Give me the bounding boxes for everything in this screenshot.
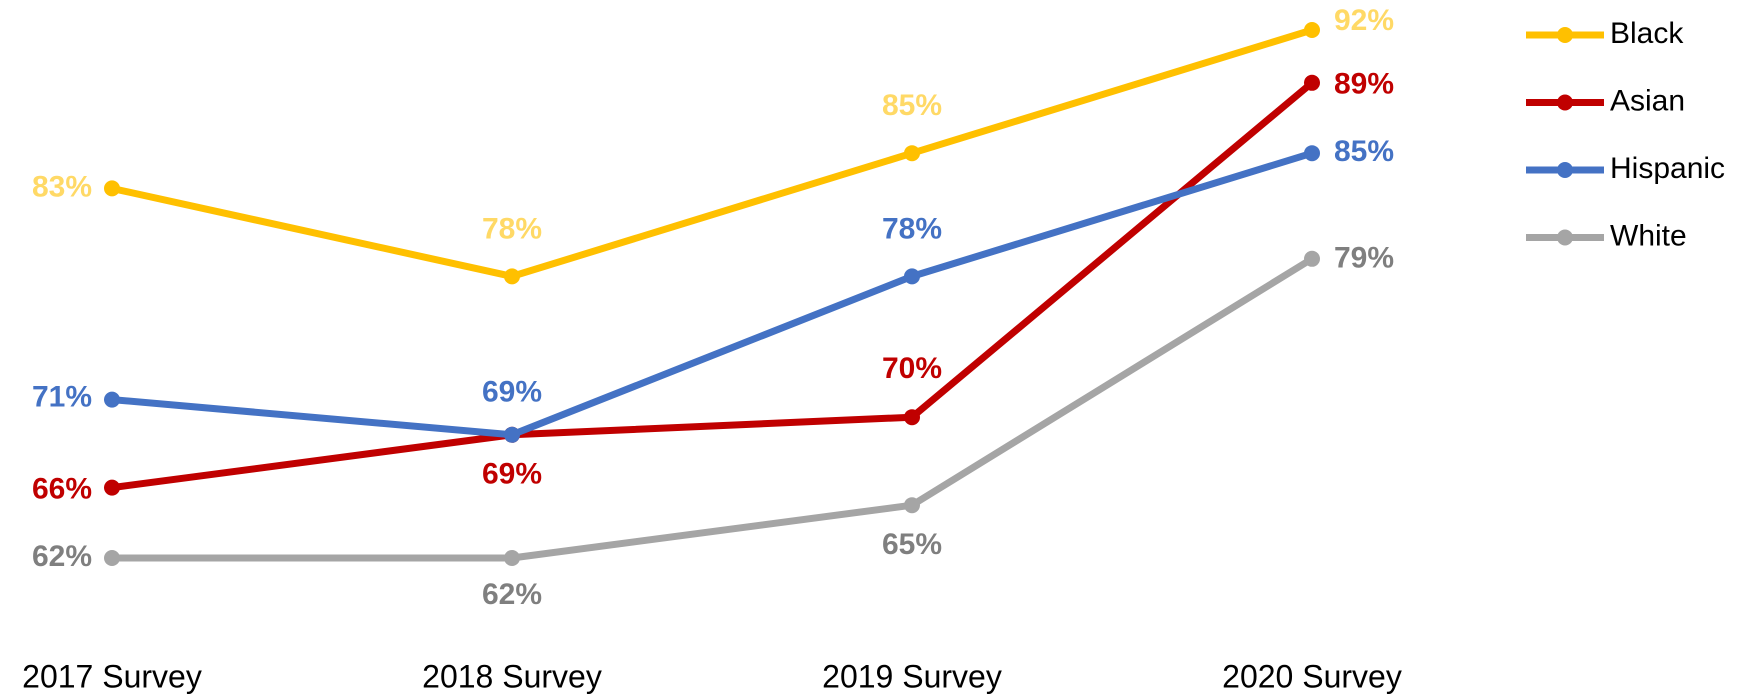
legend-marker: [1557, 229, 1573, 246]
data-point: [1304, 250, 1320, 267]
value-label: 66%: [32, 473, 92, 506]
value-label: 85%: [882, 89, 942, 122]
data-point: [904, 145, 920, 162]
value-label: 71%: [32, 381, 92, 414]
legend-label: White: [1610, 219, 1687, 252]
value-label: 83%: [32, 170, 92, 203]
legend-label: Black: [1610, 17, 1684, 50]
legend-label: Asian: [1610, 84, 1685, 117]
data-point: [904, 268, 920, 285]
x-tick-label: 2020 Survey: [1222, 658, 1402, 694]
value-label: 78%: [482, 212, 542, 245]
data-point: [504, 426, 520, 443]
value-label: 65%: [882, 528, 942, 561]
value-label: 78%: [882, 212, 942, 245]
legend-marker: [1557, 162, 1573, 178]
value-label: 62%: [482, 578, 542, 611]
series-line: [111, 80, 1315, 492]
data-point: [504, 268, 520, 285]
data-point: [104, 479, 120, 496]
x-tick-label: 2017 Survey: [22, 658, 202, 694]
data-point: [504, 550, 520, 566]
value-label: 89%: [1334, 68, 1394, 101]
x-tick-label: 2019 Survey: [822, 658, 1002, 694]
data-point: [104, 391, 120, 408]
data-point: [1304, 22, 1320, 38]
x-tick-label: 2018 Survey: [422, 658, 602, 694]
data-point: [904, 497, 920, 514]
data-point: [104, 180, 120, 197]
data-point: [104, 550, 120, 566]
value-label: 69%: [482, 458, 542, 491]
value-label: 79%: [1334, 242, 1394, 275]
data-point: [904, 409, 920, 426]
value-label: 70%: [882, 352, 942, 385]
data-point: [1304, 74, 1320, 91]
series-line: [111, 26, 1314, 280]
legend-label: Hispanic: [1610, 152, 1725, 185]
legend-marker: [1557, 27, 1573, 43]
legend-marker: [1557, 94, 1573, 111]
data-point: [1304, 145, 1320, 162]
value-label: 62%: [32, 540, 92, 573]
value-label: 69%: [482, 376, 542, 409]
value-label: 92%: [1334, 4, 1394, 37]
series-line: [112, 255, 1314, 562]
series-line: [111, 149, 1314, 439]
value-label: 85%: [1334, 135, 1394, 168]
